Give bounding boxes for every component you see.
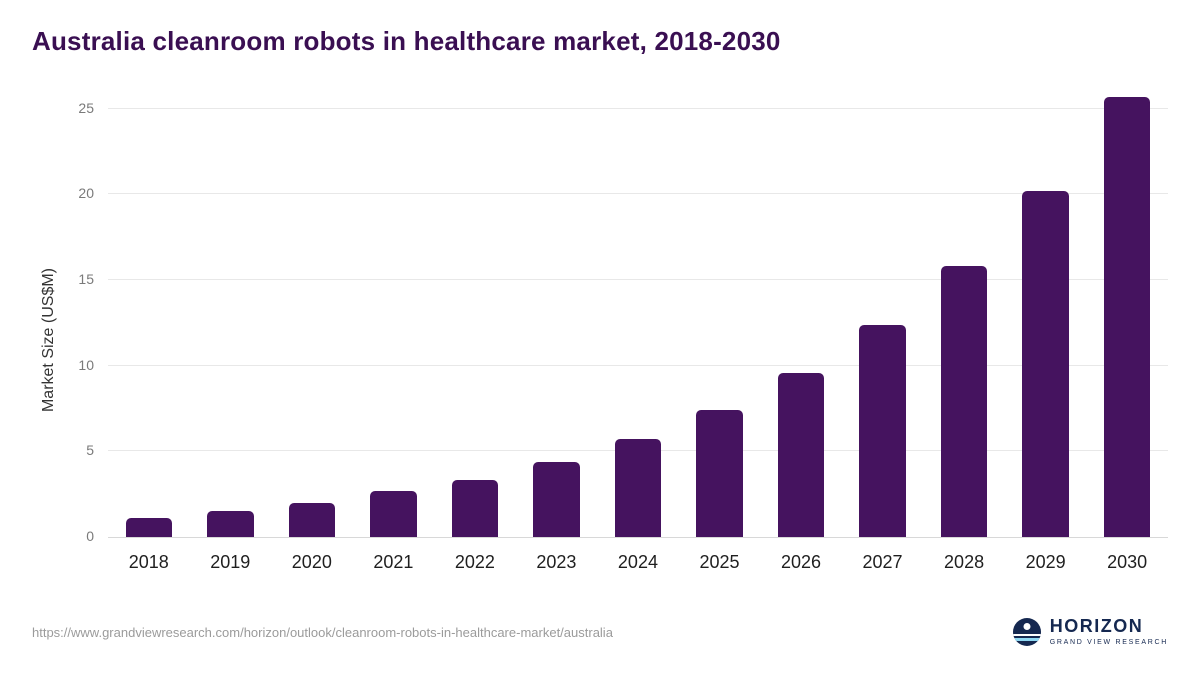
horizon-logo: HORIZON GRAND VIEW RESEARCH: [1012, 616, 1168, 647]
x-tick-label: 2021: [373, 552, 414, 572]
bar-slot: [353, 83, 435, 537]
y-tick-label: 20: [78, 185, 94, 202]
x-tick-label: 2026: [780, 552, 822, 572]
x-tick-label: 2020: [291, 552, 332, 572]
y-tick-label: 15: [78, 271, 94, 288]
bar-2023: [533, 461, 580, 537]
plot-area: 0 5 10 15 20 25: [78, 83, 1168, 544]
bar-slot: [597, 83, 679, 537]
source-url: https://www.grandviewresearch.com/horizo…: [32, 624, 613, 640]
bar-2025: [696, 410, 743, 537]
bar-2026: [777, 372, 825, 537]
x-tick-label: 2022: [454, 552, 495, 572]
bar-2018: [125, 518, 172, 537]
x-tick-label: 2024: [617, 552, 658, 572]
x-tick-label: 2029: [1025, 552, 1066, 572]
gridline: 20: [78, 185, 1168, 201]
horizon-line-icon: [1012, 633, 1041, 636]
bar-2029: [1022, 190, 1069, 537]
sea-icon: [1012, 637, 1041, 641]
x-tick-label: 2023: [536, 552, 577, 572]
y-tick-label: 25: [78, 99, 94, 116]
sun-icon: [1023, 622, 1031, 630]
gridline: 25: [78, 100, 1168, 116]
y-axis-title: Market Size (US$M): [40, 267, 57, 413]
bar-2028: [940, 266, 988, 537]
logo-subtitle: GRAND VIEW RESEARCH: [1049, 639, 1168, 647]
chart: Market Size (US$M) 0 5 10 15 20 25 2018 2019 20…: [32, 83, 1168, 597]
bar-2024: [614, 439, 662, 537]
bar-slot: [679, 83, 761, 537]
y-tick-label: 5: [86, 442, 94, 459]
bar-slot: [190, 83, 272, 537]
chart-title: Australia cleanroom robots in healthcare…: [32, 26, 781, 56]
x-tick-label: 2025: [699, 552, 740, 572]
bar-2021: [370, 490, 417, 537]
bar-slot: [516, 83, 598, 537]
bars: [108, 83, 1168, 537]
logo-name: HORIZON: [1049, 616, 1144, 637]
x-tick-label: 2018: [128, 552, 169, 572]
gridline: 0: [86, 528, 1168, 544]
bar-slot: [108, 83, 190, 537]
logo-text: HORIZON GRAND VIEW RESEARCH: [1049, 616, 1168, 647]
bar-2022: [451, 480, 499, 537]
y-axis-title-column: Market Size (US$M): [32, 83, 66, 597]
bar-slot: [1086, 83, 1168, 537]
x-tick-label: 2019: [210, 552, 251, 572]
plot-column: 0 5 10 15 20 25 2018 2019 2020 2021 2022 2023 2024 2…: [66, 83, 1168, 597]
x-tick-label: 2030: [1107, 552, 1148, 572]
x-axis-labels: 2018 2019 2020 2021 2022 2023 2024 2025 2026 2027…: [108, 538, 1168, 573]
x-tick-label: 2028: [944, 552, 985, 572]
bar-slot: [271, 83, 353, 537]
bar-2030: [1103, 96, 1151, 537]
bar-2027: [859, 324, 906, 537]
bar-slot: [842, 83, 924, 537]
bar-2020: [288, 502, 336, 537]
gridline: 10: [78, 357, 1168, 373]
y-tick-label: 10: [78, 356, 94, 373]
bar-2019: [207, 511, 254, 537]
horizon-logo-icon: [1012, 617, 1041, 646]
x-tick-label: 2027: [862, 552, 903, 572]
bar-slot: [434, 83, 516, 537]
bar-slot: [760, 83, 842, 537]
gridline: 15: [78, 271, 1168, 287]
footer: https://www.grandviewresearch.com/horizo…: [32, 597, 1168, 675]
bar-slot: [923, 83, 1005, 537]
bar-slot: [1005, 83, 1087, 537]
y-tick-label: 0: [86, 528, 94, 544]
